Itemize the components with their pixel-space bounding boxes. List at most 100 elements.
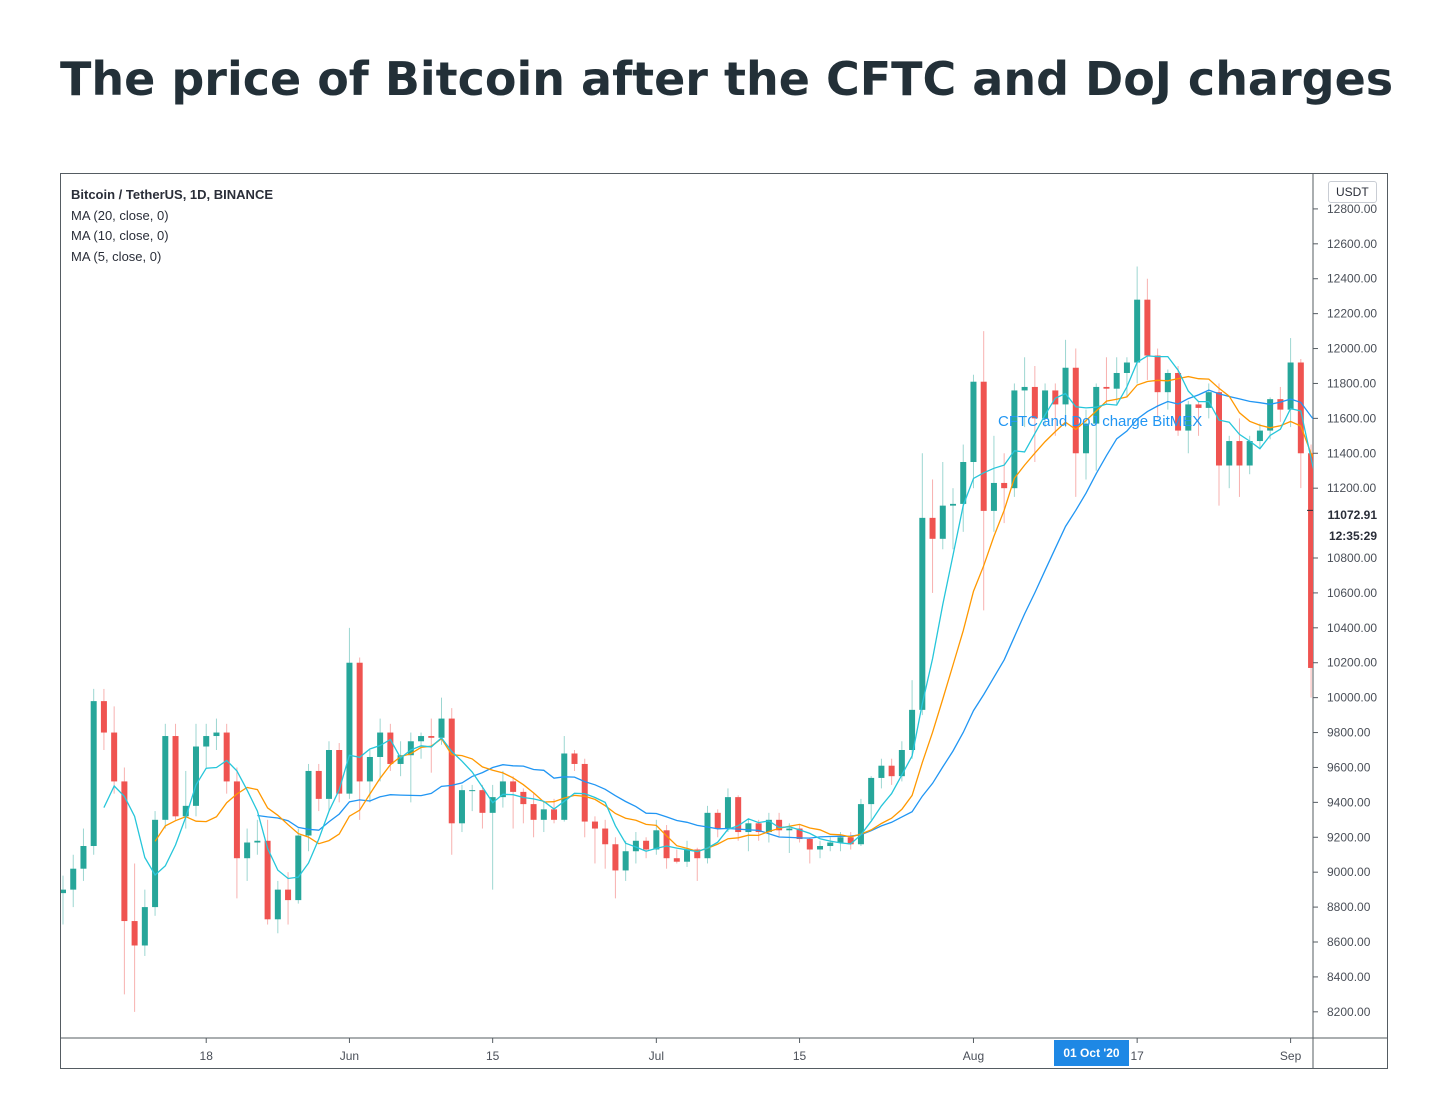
y-tick-label: 10200.00	[1327, 656, 1377, 670]
candle-body	[1144, 299, 1151, 356]
candle-body	[898, 750, 905, 777]
candle-body	[356, 662, 363, 782]
candle-body	[786, 828, 793, 831]
candle-body	[489, 797, 496, 813]
candle-body	[192, 746, 199, 806]
candle-body	[428, 736, 435, 738]
y-tick-label: 11800.00	[1327, 376, 1376, 390]
candle-body	[90, 701, 97, 846]
y-tick-label: 11200.00	[1327, 481, 1376, 495]
candle-body	[837, 837, 844, 843]
candle-body	[438, 718, 445, 738]
x-tick-label: 18	[200, 1049, 214, 1063]
candle-body	[1277, 399, 1284, 410]
candle-body	[1031, 386, 1038, 419]
candle-body	[1205, 392, 1212, 408]
candle-body	[336, 750, 343, 794]
x-tick-label: 17	[1130, 1049, 1144, 1063]
candle-body	[561, 753, 568, 820]
x-tick-label: Jul	[649, 1049, 664, 1063]
x-tick-label: Jun	[340, 1049, 359, 1063]
candle-body	[1287, 362, 1294, 410]
candle-body	[418, 736, 425, 742]
y-tick-label: 9200.00	[1327, 830, 1371, 844]
candle-body	[1154, 355, 1161, 393]
candle-body	[571, 753, 578, 764]
candle-body	[735, 797, 742, 833]
candle-body	[1380, 638, 1386, 657]
candle-body	[254, 840, 261, 843]
y-tick-label: 12200.00	[1327, 307, 1377, 321]
y-tick-label: 10400.00	[1327, 621, 1377, 635]
candle-body	[1297, 362, 1304, 454]
candle-body	[817, 846, 824, 850]
event-date-badge: 01 Oct '20	[1054, 1040, 1129, 1066]
candle-body	[929, 517, 936, 539]
candle-body	[182, 805, 189, 817]
candle-body	[499, 781, 506, 798]
ma10-line	[154, 375, 1313, 853]
y-tick-label: 8200.00	[1327, 1005, 1371, 1019]
candle-body	[295, 835, 302, 901]
ma20-line	[257, 389, 1313, 839]
candle-body	[990, 482, 997, 511]
candle-body	[469, 790, 476, 792]
candle-body	[1123, 362, 1130, 373]
candle-body	[765, 819, 772, 833]
candle-body	[346, 662, 353, 794]
candle-body	[530, 804, 537, 820]
candle-body	[479, 790, 486, 813]
candlestick-chart[interactable]: 12800.00 12600.00 12400.00 12200.00 12000.00…	[61, 174, 1387, 1068]
candle-body	[602, 828, 609, 845]
candle-body	[909, 709, 916, 750]
candle-body	[581, 763, 588, 822]
candle-body	[714, 812, 721, 829]
candle-body	[407, 741, 414, 756]
candle-body	[745, 823, 752, 833]
candle-body	[1042, 390, 1049, 419]
currency-badge[interactable]: USDT	[1328, 181, 1377, 203]
candle-body	[387, 732, 394, 764]
candle-body	[806, 839, 813, 850]
event-annotation: CFTC and DoJ charge BitMEX	[998, 413, 1203, 430]
candle-body	[704, 812, 711, 859]
candle-body	[131, 921, 138, 946]
candle-body	[315, 770, 322, 799]
candle-body	[694, 849, 701, 859]
candle-body	[203, 736, 210, 747]
candle-body	[643, 840, 650, 850]
candle-body	[1318, 619, 1324, 668]
chart-legend: Bitcoin / TetherUS, 1D, BINANCE MA (20, …	[71, 185, 273, 267]
y-tick-label: 12600.00	[1327, 237, 1377, 251]
candle-body	[397, 755, 404, 764]
candle-body	[1134, 299, 1141, 363]
candle-body	[878, 765, 885, 778]
candle-body	[632, 840, 639, 852]
candle-body	[857, 804, 864, 845]
candle-body	[1011, 390, 1018, 489]
candle-body	[888, 765, 895, 777]
candle-body	[70, 868, 77, 890]
candle-body	[1246, 441, 1253, 466]
candle-body	[755, 823, 762, 833]
candle-body	[1083, 423, 1089, 454]
candle-body	[141, 907, 148, 946]
candle-body	[970, 381, 977, 462]
candle-body	[673, 858, 680, 862]
candle-body	[366, 756, 373, 782]
candle-body	[612, 844, 619, 871]
y-tick-label: 10000.00	[1327, 691, 1377, 705]
chart-panel[interactable]: 12800.00 12600.00 12400.00 12200.00 12000.00…	[60, 173, 1388, 1069]
last-price-label: 11072.91	[1327, 508, 1377, 522]
page-title: The price of Bitcoin after the CFTC and …	[60, 52, 1394, 106]
candle-body	[121, 781, 128, 922]
candle-body	[1308, 453, 1313, 668]
plot-area	[61, 266, 1386, 1012]
candle-body	[1215, 392, 1222, 466]
y-tick-label: 12800.00	[1327, 202, 1377, 216]
candle-body	[1062, 367, 1069, 405]
y-tick-label: 9400.00	[1327, 795, 1371, 809]
candle-body	[939, 505, 946, 539]
x-tick-label: 15	[793, 1049, 807, 1063]
candle-body	[980, 381, 987, 511]
